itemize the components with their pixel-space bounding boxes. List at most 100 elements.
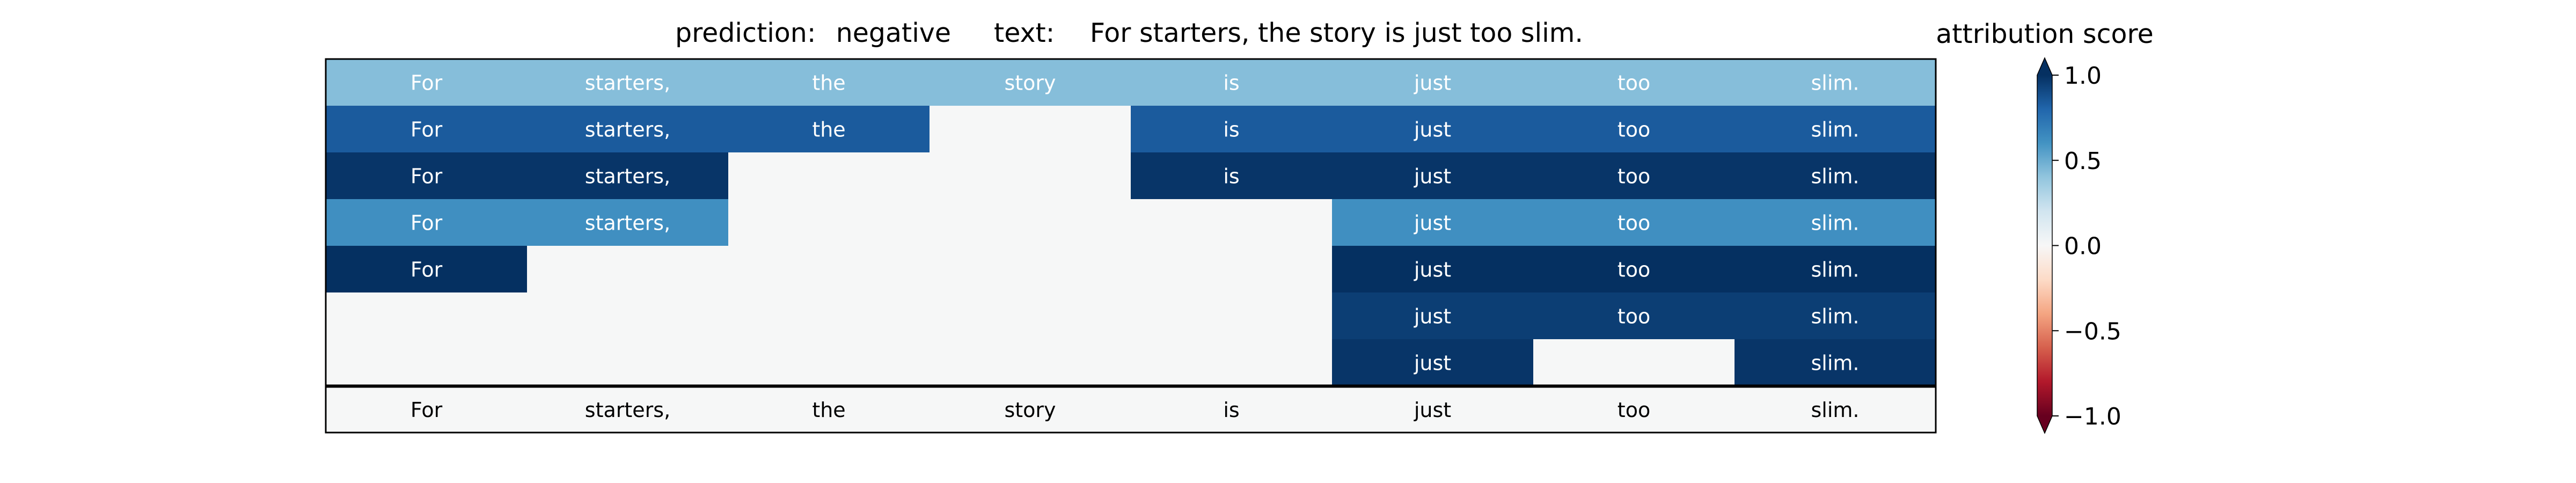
heatmap-cell-label: starters, (585, 165, 670, 188)
heatmap-cell (1735, 106, 1936, 152)
prediction-label: prediction: (675, 18, 816, 48)
colorbar-title: attribution score (1936, 19, 2153, 49)
heatmap-cell-label: just (1414, 118, 1451, 142)
reference-row-background (326, 387, 1936, 433)
colorbar-tick-label: 1.0 (2064, 62, 2102, 90)
prediction-value: negative (836, 18, 951, 48)
heatmap-cell (1131, 59, 1332, 106)
heatmap-cell (728, 106, 930, 152)
colorbar-ticks: 1.0 0.5 0.0 −0.5 −1.0 (2052, 62, 2121, 430)
heatmap-cell (1735, 152, 1936, 199)
heatmap-cell-label: starters, (585, 211, 670, 235)
heatmap-cell (1735, 59, 1936, 106)
reference-token: slim. (1811, 398, 1859, 422)
text-value: For starters, the story is just too slim… (1090, 18, 1583, 48)
heatmap-cell-label: For (411, 211, 443, 235)
heatmap-cell-label: is (1223, 118, 1239, 142)
heatmap-cell (1735, 246, 1936, 292)
heatmap-cell-label: too (1618, 71, 1650, 95)
heatmap-cell (1533, 199, 1735, 246)
heatmap-cell-label: too (1618, 165, 1650, 188)
heatmap-cell (1332, 152, 1533, 199)
heatmap-cell-label: For (411, 165, 443, 188)
heatmap-cell (527, 59, 728, 106)
heatmap-cell (326, 199, 527, 246)
colorbar-tick-label: 0.0 (2064, 233, 2102, 260)
heatmap-cell-label: the (812, 71, 845, 95)
heatmap-cell-label: slim. (1811, 118, 1859, 142)
heatmap-cell (1131, 106, 1332, 152)
heatmap-cell-label: just (1414, 211, 1451, 235)
heatmap-cell-label: slim. (1811, 352, 1859, 375)
heatmap-cell-label: just (1414, 71, 1451, 95)
heatmap-labels: For starters, the story is just too slim. For sta… (411, 71, 1860, 375)
heatmap-cell (326, 246, 527, 292)
heatmap-cell-label: just (1414, 258, 1451, 282)
heatmap-cell-label: just (1414, 165, 1451, 188)
heatmap-cell-label: story (1004, 71, 1056, 95)
heatmap-cell (326, 59, 527, 106)
heatmap-cell-label: starters, (585, 71, 670, 95)
heatmap-cell-label: is (1223, 165, 1239, 188)
reference-token: too (1618, 398, 1650, 422)
heatmap-cell (326, 106, 527, 152)
heatmap-cell-label: starters, (585, 118, 670, 142)
heatmap-cell-label: the (812, 118, 845, 142)
heatmap-cell (527, 199, 728, 246)
colorbar-tick-label: 0.5 (2064, 148, 2102, 175)
colorbar-lower-extension (2037, 416, 2052, 433)
heatmap-cell (1332, 106, 1533, 152)
heatmap-cell (728, 59, 930, 106)
heatmap-cell (1332, 339, 1533, 386)
reference-token: starters, (585, 398, 670, 422)
heatmap-cell-label: slim. (1811, 165, 1859, 188)
heatmap-cell-label: slim. (1811, 258, 1859, 282)
heatmap-cell-label: For (411, 258, 443, 282)
heatmap-cell-label: is (1223, 71, 1239, 95)
heatmap-cell (1332, 292, 1533, 339)
heatmap-cell (1533, 59, 1735, 106)
heatmap-cell-label: slim. (1811, 305, 1859, 328)
reference-token: is (1223, 398, 1239, 422)
colorbar-gradient (2037, 75, 2052, 416)
heatmap-cell-label: just (1414, 352, 1451, 375)
reference-row: For starters, the story is just too slim. (411, 398, 1860, 422)
heatmap-cell (930, 59, 1131, 106)
chart-title: prediction: negative text: For starters,… (675, 18, 1583, 48)
heatmap-cell (326, 152, 527, 199)
heatmap-cell-label: For (411, 71, 443, 95)
reference-token: just (1414, 398, 1451, 422)
heatmap-cell (1735, 199, 1936, 246)
heatmap-cell (1735, 339, 1936, 386)
heatmap-cell-label: For (411, 118, 443, 142)
text-label: text: (994, 18, 1055, 48)
heatmap-cell (1735, 292, 1936, 339)
heatmap-cell (527, 106, 728, 152)
heatmap-cell-label: too (1618, 258, 1650, 282)
heatmap-cell-label: too (1618, 211, 1650, 235)
heatmap-cell (1332, 59, 1533, 106)
colorbar-upper-extension (2037, 58, 2052, 75)
heatmap-cell-label: too (1618, 118, 1650, 142)
heatmap-cell (1332, 199, 1533, 246)
reference-row-frame (325, 386, 1937, 434)
heatmap-cell-label: just (1414, 305, 1451, 328)
colorbar-tick-label: −0.5 (2064, 318, 2121, 345)
heatmap-cell (1533, 246, 1735, 292)
reference-token: the (812, 398, 845, 422)
heatmap-cell-label: slim. (1811, 211, 1859, 235)
heatmap-cell (1533, 106, 1735, 152)
heatmap-cell (527, 152, 728, 199)
heatmap-cell (1131, 152, 1332, 199)
heatmap-cell (1533, 292, 1735, 339)
heatmap-cell-label: too (1618, 305, 1650, 328)
heatmap-cells (326, 59, 1936, 386)
reference-token: For (411, 398, 443, 422)
heatmap-frame (325, 58, 1937, 386)
heatmap-cell-label: slim. (1811, 71, 1859, 95)
heatmap-cell (1332, 246, 1533, 292)
reference-token: story (1004, 398, 1056, 422)
heatmap-cell (1533, 152, 1735, 199)
colorbar-tick-label: −1.0 (2064, 403, 2121, 430)
